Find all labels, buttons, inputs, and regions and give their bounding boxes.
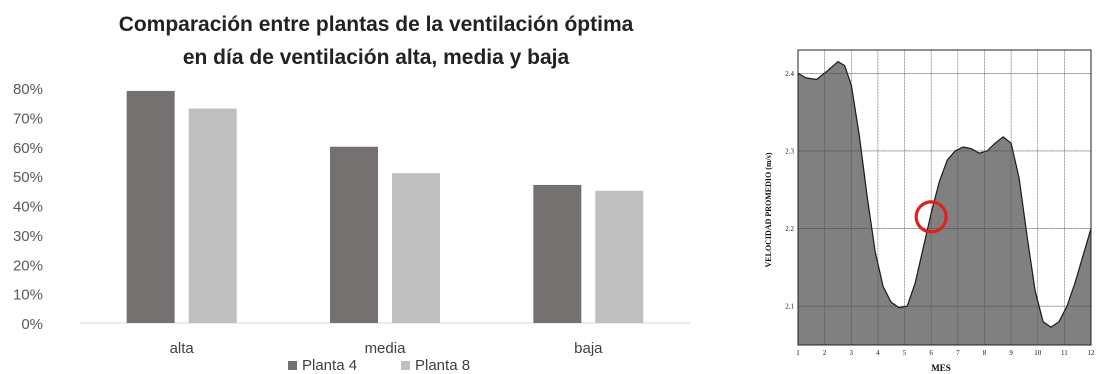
x-tick-label: 12	[1088, 349, 1096, 357]
y-tick-label: 0%	[21, 316, 43, 333]
y-tick-label: 10%	[13, 287, 43, 304]
velocity-area	[798, 61, 1091, 345]
bar-baja-2	[595, 190, 644, 323]
x-tick-label: 5	[903, 349, 907, 357]
x-tick-label: 6	[929, 349, 933, 357]
chart-title: Comparación entre plantas de la ventilac…	[119, 13, 634, 36]
bar-alta-1	[126, 90, 175, 323]
x-tick-label: 2	[823, 349, 827, 357]
area-x-axis-label: MES	[931, 363, 951, 373]
x-tick-label: 1	[796, 349, 800, 357]
legend-swatch	[288, 361, 297, 370]
bar-media-2	[392, 173, 440, 323]
x-tick-label: 4	[876, 349, 880, 357]
area-plot	[797, 49, 1092, 346]
x-tick-label: 7	[956, 349, 960, 357]
bar-baja-1	[533, 184, 582, 323]
x-tick-label: 9	[1009, 349, 1013, 357]
y-tick-label: 2.3	[785, 147, 794, 155]
bar-media-1	[330, 146, 378, 323]
y-tick-label: 20%	[13, 257, 43, 274]
area-chart: 1 2 3 4 5 6 7 8 9 10 11 122.12.22.32.4 MES VELOCIDA…	[764, 49, 1095, 373]
legend-label: Planta 4	[302, 357, 357, 374]
legend: Planta 4 Planta 8	[288, 357, 470, 374]
x-tick-label: alta	[170, 340, 195, 357]
x-tick-label: 11	[1061, 349, 1068, 357]
plot-border	[797, 49, 1092, 346]
velocity-line	[797, 60, 1092, 328]
y-tick-label: 2.1	[785, 303, 794, 311]
y-tick-label: 60%	[13, 140, 43, 157]
legend-label: Planta 8	[415, 357, 470, 374]
y-axis: 0% 10% 20% 30% 40% 50% 60% 70% 80%	[13, 81, 690, 333]
x-axis: alta media baja	[170, 340, 604, 357]
y-tick-label: 80%	[13, 81, 43, 98]
y-tick-label: 2.2	[785, 225, 794, 233]
bar-chart: Comparación entre plantas de la ventilac…	[13, 13, 690, 374]
highlight-circle	[914, 200, 948, 234]
x-tick-label: media	[365, 340, 407, 357]
y-tick-label: 50%	[13, 169, 43, 186]
x-tick-label: 3	[850, 349, 854, 357]
y-tick-label: 70%	[13, 110, 43, 127]
bars	[126, 90, 644, 323]
y-tick-label: 40%	[13, 199, 43, 216]
chart-subtitle: en día de ventilación alta, media y baja	[183, 46, 570, 69]
area-axes: 1 2 3 4 5 6 7 8 9 10 11 122.12.22.32.4	[785, 70, 1095, 357]
bar-alta-2	[188, 108, 237, 323]
legend-swatch	[401, 361, 410, 370]
y-tick-label: 2.4	[785, 70, 794, 78]
area-y-axis-label: VELOCIDAD PROMEDIO (m/s)	[764, 152, 773, 267]
x-tick-label: 8	[983, 349, 987, 357]
y-tick-label: 30%	[13, 228, 43, 245]
x-tick-label: baja	[574, 340, 603, 357]
x-tick-label: 10	[1034, 349, 1042, 357]
